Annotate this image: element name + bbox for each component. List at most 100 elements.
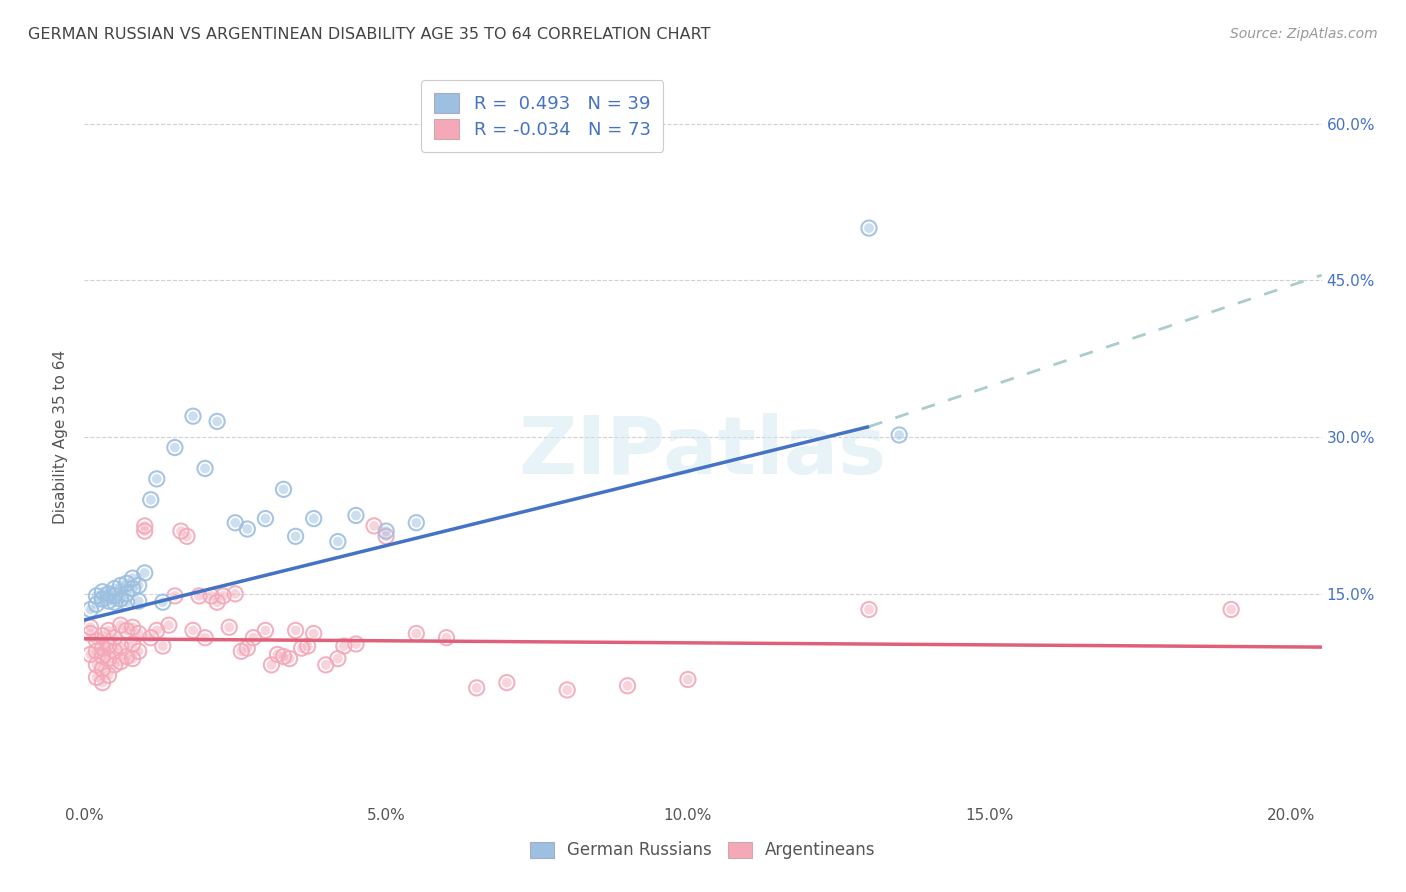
- Point: [163, 441, 186, 455]
- Point: [97, 624, 120, 638]
- Point: [86, 597, 108, 611]
- Point: [103, 595, 125, 609]
- Point: [115, 649, 138, 664]
- Point: [86, 633, 108, 648]
- Point: [86, 644, 108, 658]
- Point: [139, 631, 162, 645]
- Point: [302, 511, 325, 525]
- Point: [181, 409, 204, 424]
- Point: [110, 618, 132, 632]
- Point: [97, 639, 120, 653]
- Point: [139, 492, 162, 507]
- Point: [103, 657, 125, 672]
- Point: [115, 624, 138, 638]
- Point: [889, 428, 911, 442]
- Point: [97, 587, 120, 601]
- Point: [121, 620, 143, 634]
- Point: [91, 584, 114, 599]
- Point: [555, 682, 578, 697]
- Point: [79, 620, 101, 634]
- Point: [103, 595, 125, 609]
- Point: [139, 492, 162, 507]
- Point: [273, 483, 295, 497]
- Point: [91, 641, 114, 656]
- Point: [86, 644, 108, 658]
- Point: [110, 639, 132, 653]
- Point: [676, 673, 699, 687]
- Point: [436, 631, 458, 645]
- Point: [676, 673, 699, 687]
- Point: [200, 589, 222, 603]
- Point: [91, 675, 114, 690]
- Point: [115, 587, 138, 601]
- Point: [616, 679, 638, 693]
- Point: [218, 620, 240, 634]
- Point: [205, 414, 228, 428]
- Point: [278, 651, 301, 665]
- Point: [302, 511, 325, 525]
- Point: [97, 668, 120, 682]
- Point: [128, 644, 150, 658]
- Point: [231, 644, 253, 658]
- Point: [121, 571, 143, 585]
- Point: [134, 566, 156, 580]
- Point: [103, 631, 125, 645]
- Point: [86, 589, 108, 603]
- Point: [254, 511, 277, 525]
- Point: [134, 524, 156, 538]
- Point: [103, 631, 125, 645]
- Point: [284, 529, 307, 543]
- Point: [103, 582, 125, 596]
- Point: [91, 675, 114, 690]
- Point: [260, 657, 283, 672]
- Point: [103, 582, 125, 596]
- Point: [152, 639, 174, 653]
- Point: [326, 651, 349, 665]
- Point: [128, 594, 150, 608]
- Point: [79, 620, 101, 634]
- Point: [236, 522, 259, 536]
- Point: [134, 566, 156, 580]
- Point: [315, 657, 337, 672]
- Point: [273, 649, 295, 664]
- Point: [188, 589, 211, 603]
- Point: [157, 618, 180, 632]
- Point: [176, 529, 198, 543]
- Point: [121, 582, 143, 596]
- Point: [121, 637, 143, 651]
- Point: [128, 626, 150, 640]
- Point: [236, 641, 259, 656]
- Point: [858, 602, 880, 616]
- Point: [115, 649, 138, 664]
- Point: [152, 595, 174, 609]
- Point: [405, 516, 427, 530]
- Point: [181, 409, 204, 424]
- Point: [91, 641, 114, 656]
- Text: Source: ZipAtlas.com: Source: ZipAtlas.com: [1230, 27, 1378, 41]
- Point: [344, 508, 367, 523]
- Point: [170, 524, 193, 538]
- Point: [103, 644, 125, 658]
- Point: [91, 592, 114, 607]
- Point: [273, 483, 295, 497]
- Point: [254, 511, 277, 525]
- Point: [146, 472, 169, 486]
- Point: [97, 624, 120, 638]
- Point: [236, 522, 259, 536]
- Point: [218, 620, 240, 634]
- Point: [254, 624, 277, 638]
- Point: [363, 519, 385, 533]
- Point: [121, 582, 143, 596]
- Point: [91, 649, 114, 664]
- Point: [110, 592, 132, 607]
- Point: [115, 576, 138, 591]
- Point: [97, 594, 120, 608]
- Point: [188, 589, 211, 603]
- Point: [91, 592, 114, 607]
- Point: [405, 516, 427, 530]
- Point: [121, 651, 143, 665]
- Point: [495, 675, 517, 690]
- Point: [103, 589, 125, 603]
- Point: [375, 529, 398, 543]
- Point: [128, 578, 150, 592]
